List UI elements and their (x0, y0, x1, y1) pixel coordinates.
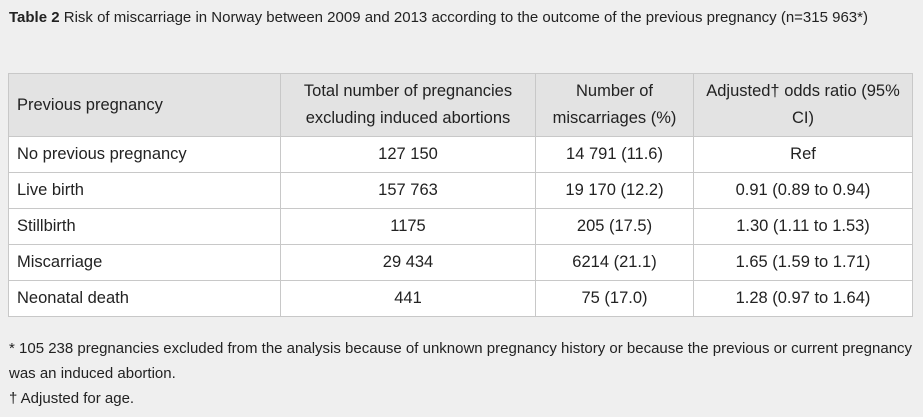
header-total-pregnancies: Total number of pregnancies excluding in… (280, 73, 536, 137)
cell-total-pregnancies: 157 763 (280, 172, 536, 209)
table-row: Stillbirth 1175 205 (17.5) 1.30 (1.11 to… (8, 208, 913, 245)
cell-previous-pregnancy: Miscarriage (8, 244, 281, 281)
footnote-adjusted: † Adjusted for age. (9, 390, 135, 407)
table-label: Table 2 (9, 9, 60, 26)
table-footnotes: * 105 238 pregnancies excluded from the … (9, 336, 914, 411)
header-adjusted-odds-ratio: Adjusted† odds ratio (95% CI) (693, 73, 913, 137)
cell-odds-ratio: 0.91 (0.89 to 0.94) (693, 172, 913, 209)
cell-odds-ratio: 1.30 (1.11 to 1.53) (693, 208, 913, 245)
table-row: Live birth 157 763 19 170 (12.2) 0.91 (0… (8, 172, 913, 209)
table-row: Miscarriage 29 434 6214 (21.1) 1.65 (1.5… (8, 244, 913, 281)
header-previous-pregnancy: Previous pregnancy (8, 73, 281, 137)
header-number-of-miscarriages: Number of miscarriages (%) (535, 73, 694, 137)
footnote-exclusions: * 105 238 pregnancies excluded from the … (9, 340, 913, 382)
cell-miscarriages: 14 791 (11.6) (535, 136, 694, 173)
cell-previous-pregnancy: No previous pregnancy (8, 136, 281, 173)
table-row: Neonatal death 441 75 (17.0) 1.28 (0.97 … (8, 280, 913, 317)
cell-total-pregnancies: 29 434 (280, 244, 536, 281)
table-caption: Table 2 Risk of miscarriage in Norway be… (9, 6, 909, 30)
table-row: No previous pregnancy 127 150 14 791 (11… (8, 136, 913, 173)
cell-miscarriages: 19 170 (12.2) (535, 172, 694, 209)
cell-miscarriages: 205 (17.5) (535, 208, 694, 245)
cell-odds-ratio: 1.65 (1.59 to 1.71) (693, 244, 913, 281)
cell-previous-pregnancy: Neonatal death (8, 280, 281, 317)
cell-total-pregnancies: 1175 (280, 208, 536, 245)
cell-miscarriages: 6214 (21.1) (535, 244, 694, 281)
cell-total-pregnancies: 441 (280, 280, 536, 317)
table-caption-text: Risk of miscarriage in Norway between 20… (59, 9, 868, 26)
cell-previous-pregnancy: Live birth (8, 172, 281, 209)
cell-odds-ratio: 1.28 (0.97 to 1.64) (693, 280, 913, 317)
cell-previous-pregnancy: Stillbirth (8, 208, 281, 245)
cell-miscarriages: 75 (17.0) (535, 280, 694, 317)
table-header-row: Previous pregnancy Total number of pregn… (8, 73, 913, 137)
data-table: Previous pregnancy Total number of pregn… (8, 73, 913, 317)
cell-odds-ratio: Ref (693, 136, 913, 173)
cell-total-pregnancies: 127 150 (280, 136, 536, 173)
